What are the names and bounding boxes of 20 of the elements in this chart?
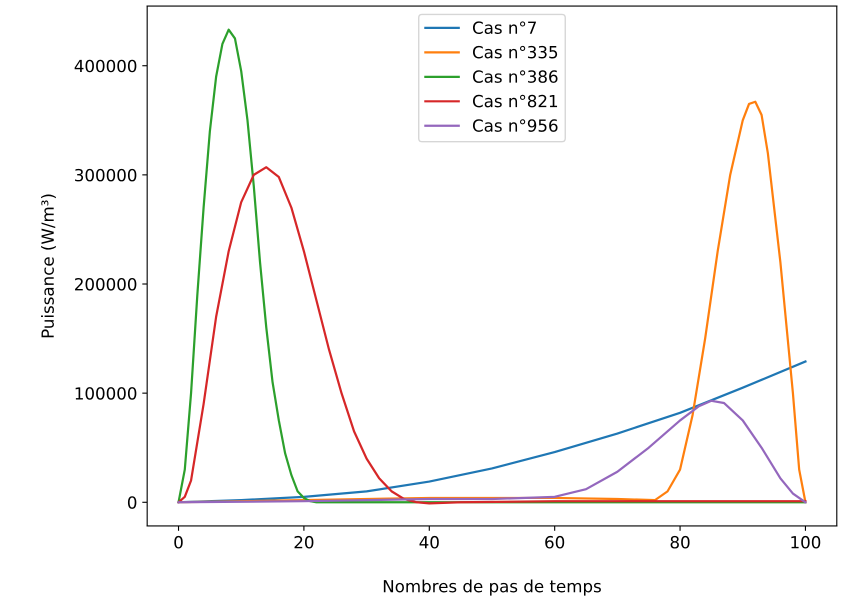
line-series bbox=[177, 166, 807, 504]
y-tick-label: 300000 bbox=[75, 168, 136, 182]
x-tick-label: 20 bbox=[294, 536, 314, 549]
x-tick-label: 40 bbox=[420, 536, 439, 549]
x-tick-label: 60 bbox=[545, 536, 564, 549]
y-tick-label: 200000 bbox=[75, 278, 136, 291]
legend-label: Cas n°386 bbox=[472, 70, 558, 83]
x-tick-label: 80 bbox=[670, 536, 690, 549]
y-tick-label: 100000 bbox=[76, 387, 136, 400]
y-tick-label: 0 bbox=[128, 496, 136, 509]
legend-label: Cas n°335 bbox=[472, 46, 558, 58]
y-axis-title: Puissance (W/m³) bbox=[41, 194, 56, 338]
line-series bbox=[177, 400, 807, 504]
legend-label: Cas n°956 bbox=[472, 119, 558, 132]
y-tick-label: 400000 bbox=[74, 60, 136, 72]
legend-label: Cas n°7 bbox=[472, 21, 536, 34]
x-tick-label: 100 bbox=[791, 536, 820, 549]
x-tick-label: 0 bbox=[174, 536, 183, 549]
x-axis-title: Nombres de pas de temps bbox=[384, 580, 601, 596]
legend-label: Cas n°821 bbox=[472, 94, 558, 108]
